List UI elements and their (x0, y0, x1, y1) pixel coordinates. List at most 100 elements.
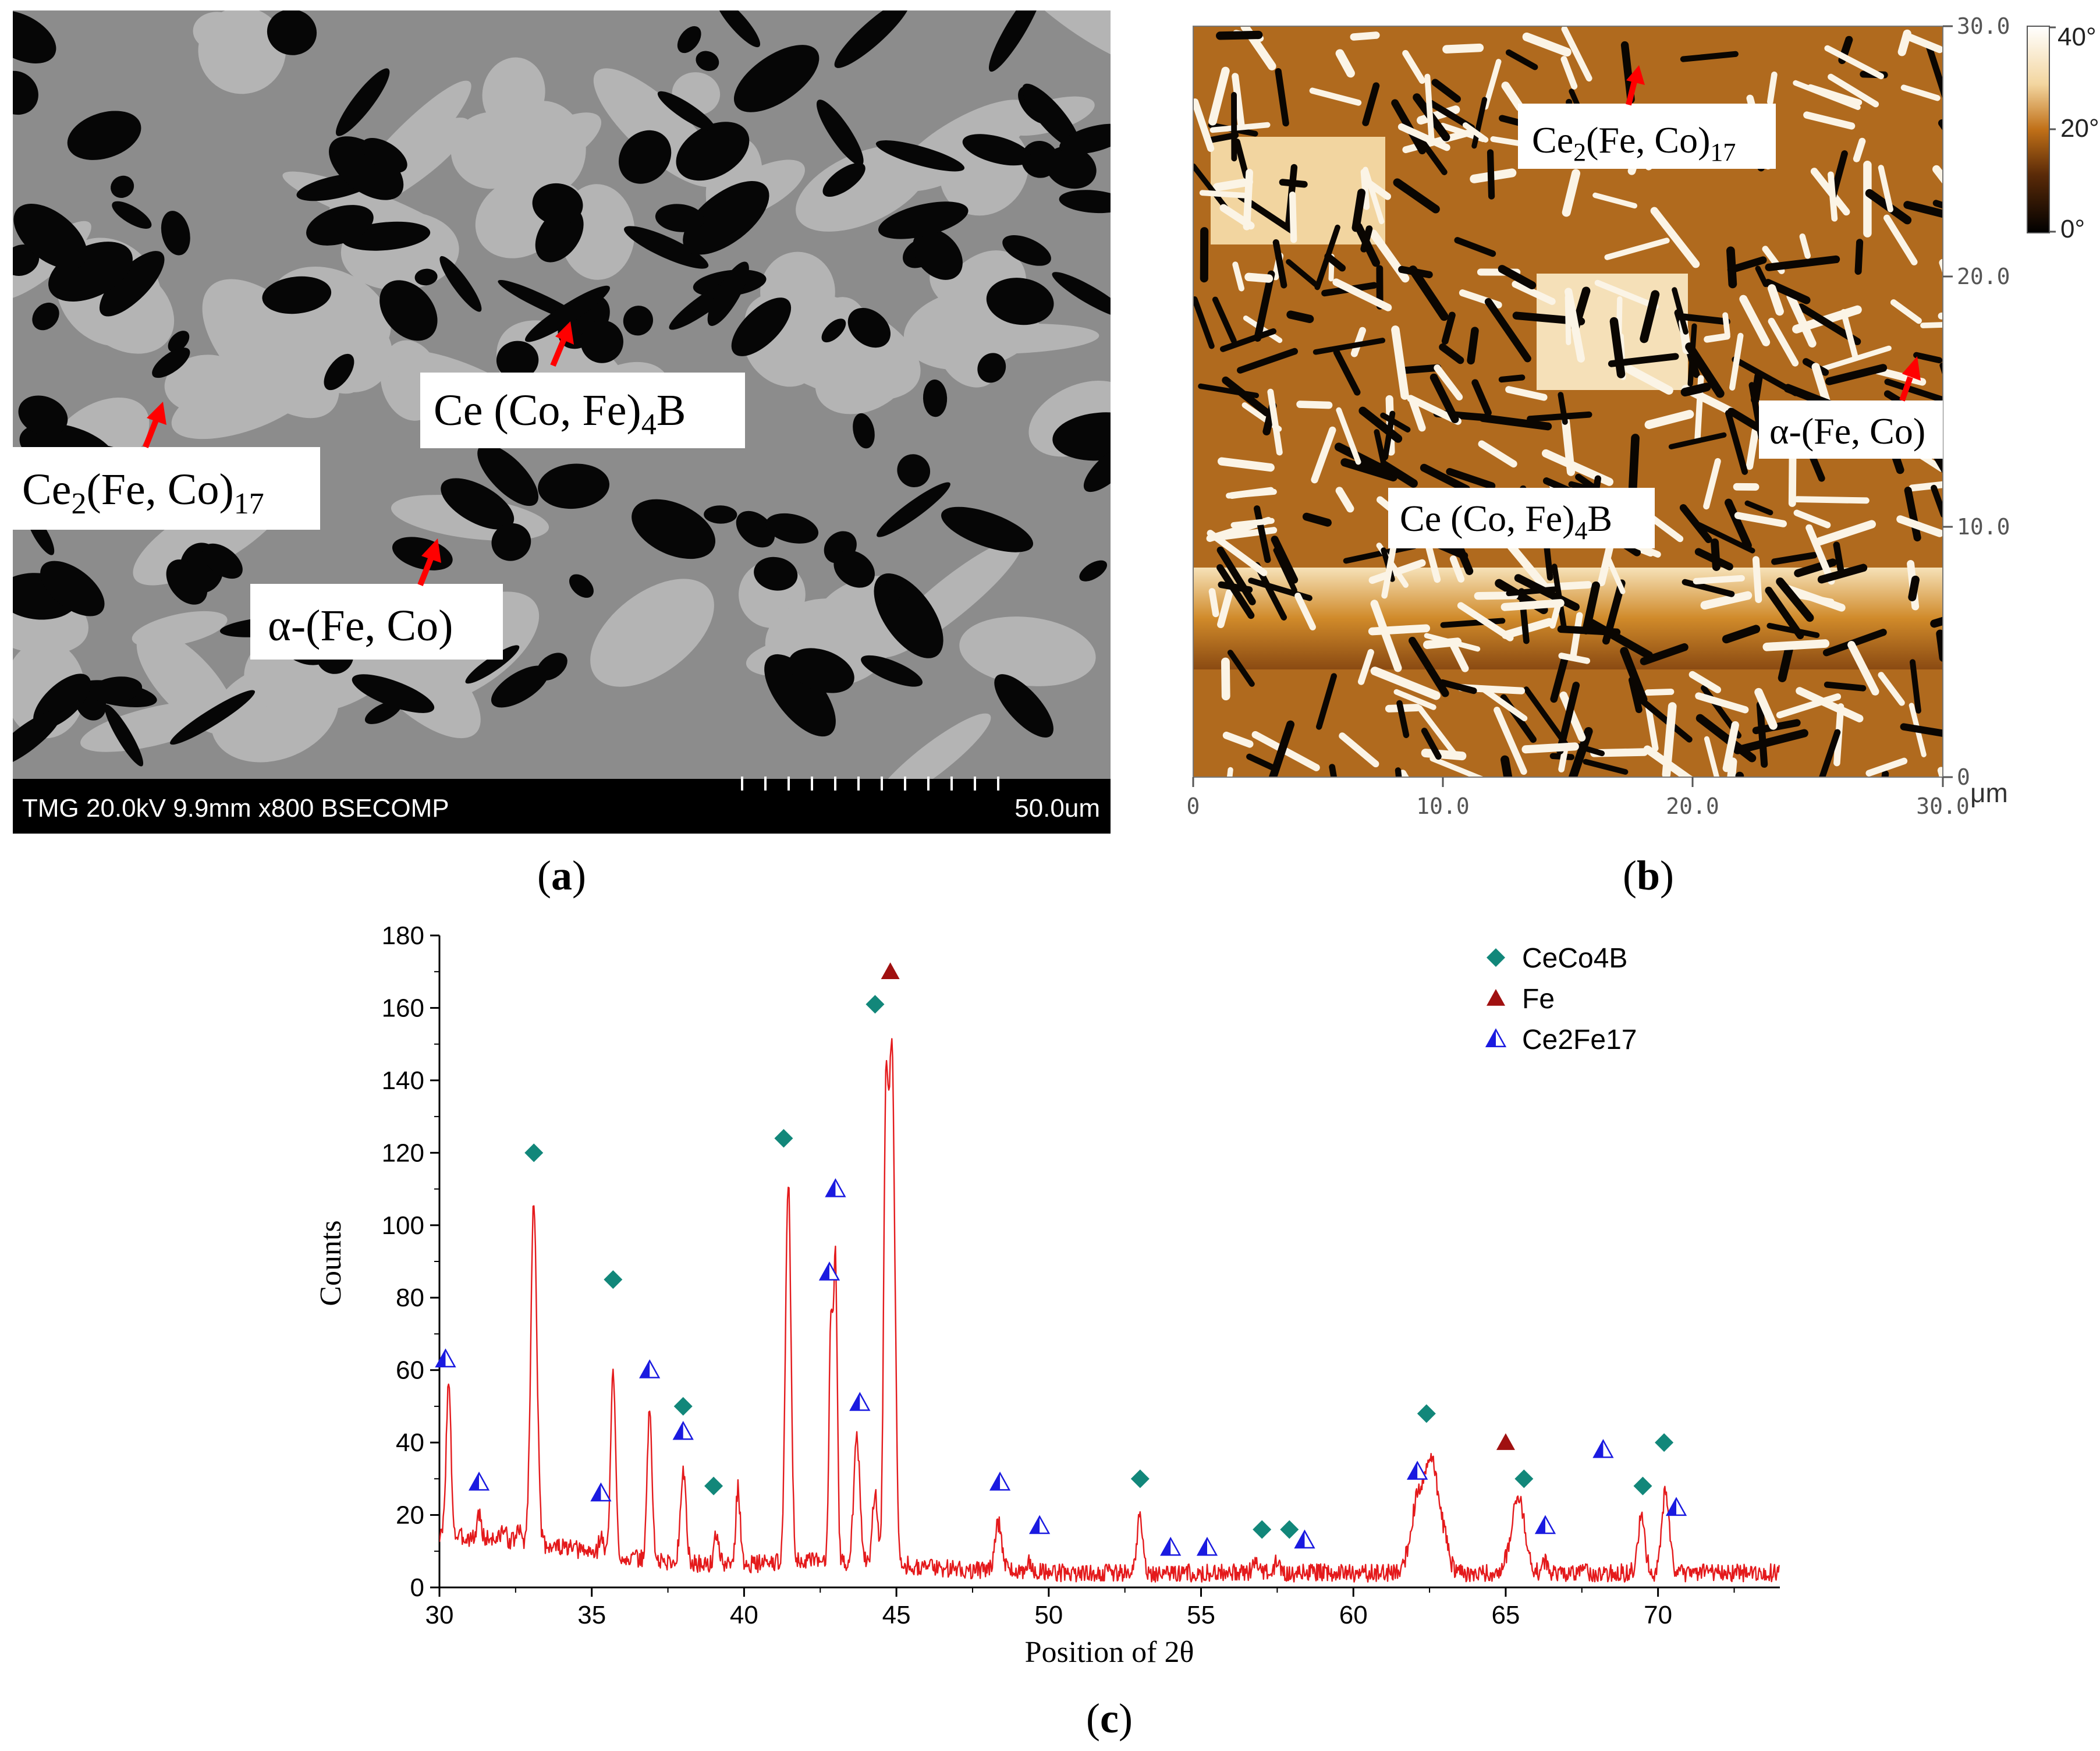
domain-stripe (1391, 325, 1409, 400)
domain-stripe (1434, 364, 1463, 400)
domain-stripe (1881, 770, 1889, 777)
sem-alpha-region (40, 561, 105, 616)
marker-CeCo4B (1130, 1469, 1150, 1488)
domain-stripe (1208, 588, 1219, 618)
domain-stripe (1457, 602, 1514, 641)
domain-stripe (1755, 265, 1769, 288)
marker-CeCo4B (604, 1270, 623, 1289)
label-alpha-a: α-(Fe, Co) (268, 601, 453, 650)
colorbar (2027, 26, 2050, 233)
x-tick-label: 55 (1187, 1601, 1215, 1629)
sem-alpha-region (1052, 412, 1111, 461)
domain-stripe (1409, 636, 1449, 697)
domain-stripe (1939, 409, 1943, 416)
domain-stripe (1286, 310, 1314, 324)
domain-stripe (1722, 625, 1761, 644)
domain-stripe (1357, 648, 1374, 685)
domain-stripe (1254, 505, 1271, 563)
domain-stripe (1397, 123, 1450, 151)
domain-stripe (1647, 513, 1684, 543)
domain-stripe (1479, 414, 1552, 431)
domain-stripe (1339, 732, 1379, 768)
domain-stripe (1680, 51, 1739, 62)
domain-stripe (1693, 575, 1745, 584)
domain-stripe (1608, 353, 1679, 367)
sem-alpha-region (329, 136, 404, 200)
domain-stripe (1939, 363, 1943, 377)
domain-stripe (1703, 458, 1721, 510)
legend-label: CeCo4B (1522, 943, 1627, 974)
scale-bar (741, 777, 999, 791)
sem-light-region (450, 112, 533, 189)
mfm-x-tick: 20.0 (1666, 793, 1719, 819)
domain-stripe (1393, 689, 1436, 710)
domain-stripe (1543, 540, 1553, 581)
domain-stripe (1680, 382, 1711, 397)
sem-alpha-region (913, 228, 963, 280)
domain-stripe (1825, 364, 1888, 385)
domain-stripe (1527, 411, 1592, 422)
domain-stripe (1900, 723, 1943, 737)
domain-stripe (1754, 687, 1778, 730)
colorbar-label-bottom: 0° (2060, 215, 2085, 243)
domain-stripe (1500, 599, 1565, 611)
sem-light-region (959, 616, 1096, 686)
domain-stripe (1351, 189, 1366, 232)
xrd-pattern-line (439, 1038, 1780, 1583)
domain-stripe (1523, 686, 1569, 747)
domain-stripe (1807, 84, 1863, 106)
mfm-y-tick: 30.0 (1957, 13, 2010, 39)
sem-alpha-region (491, 523, 531, 561)
sem-image (13, 10, 1111, 779)
domain-stripe (1565, 288, 1585, 363)
domain-stripe (1583, 758, 1629, 775)
y-tick-label: 20 (396, 1501, 424, 1530)
sem-light-region (874, 713, 991, 779)
domain-stripe (1636, 695, 1693, 743)
domain-stripe (1212, 296, 1237, 344)
domain-stripe (1594, 279, 1659, 310)
marker-CeCo4B (673, 1396, 693, 1416)
marker-Ce2Fe17 (1028, 1515, 1051, 1534)
panel-a: TMG 20.0kV 9.9mm x800 BSECOMP 50.0um Ce … (13, 10, 1111, 834)
sem-alpha-region (111, 175, 134, 198)
domain-stripe (1766, 623, 1820, 639)
domain-stripe (1874, 367, 1927, 386)
sem-light-region (202, 279, 339, 419)
domain-stripe (1208, 66, 1230, 126)
sem-alpha-region (1052, 272, 1111, 318)
sem-alpha-region (379, 280, 438, 341)
domain-stripe (1824, 681, 1867, 692)
marker-Ce2Fe17 (468, 1471, 490, 1491)
marker-Ce2Fe17 (1534, 1515, 1556, 1534)
domain-stripe (1275, 68, 1289, 127)
label-box-ce2fe17-b (1518, 104, 1776, 169)
series-Ce2Fe17 (435, 1178, 1687, 1556)
domain-stripe (1725, 410, 1748, 475)
marker-CeCo4B (1417, 1404, 1436, 1423)
domain-stripe (1471, 97, 1488, 149)
domain-stripe (1380, 412, 1411, 433)
domain-stripe (1440, 618, 1506, 628)
colorbar-label-top: 40° (2058, 23, 2097, 51)
domain-stripe (1799, 233, 1811, 259)
domain-stripe (1268, 720, 1295, 777)
domain-stripe (1570, 612, 1583, 660)
legend-marker-CeCo4B (1487, 948, 1505, 967)
domain-stripe (1568, 726, 1593, 777)
domain-stripe (1420, 463, 1471, 494)
domain-stripe (1930, 616, 1943, 628)
domain-stripe (1484, 298, 1531, 363)
mfm-x-tick: 10.0 (1416, 793, 1470, 819)
y-tick-label: 0 (410, 1573, 424, 1602)
domain-stripe (1332, 278, 1392, 311)
legend-marker-Ce2Fe17 (1485, 1028, 1507, 1048)
arrow-matrix-a (550, 321, 574, 367)
marker-CeCo4B (704, 1476, 723, 1495)
sem-light-region (590, 579, 714, 687)
domain-stripe (1302, 512, 1332, 527)
domain-stripe (1776, 577, 1814, 622)
domain-stripe (1228, 487, 1275, 499)
sem-alpha-region (816, 100, 864, 166)
panel-c: 30 35 40 45 50 55 60 65 70 0 20 40 60 80 100 120 140 160 1… (314, 921, 1780, 1669)
